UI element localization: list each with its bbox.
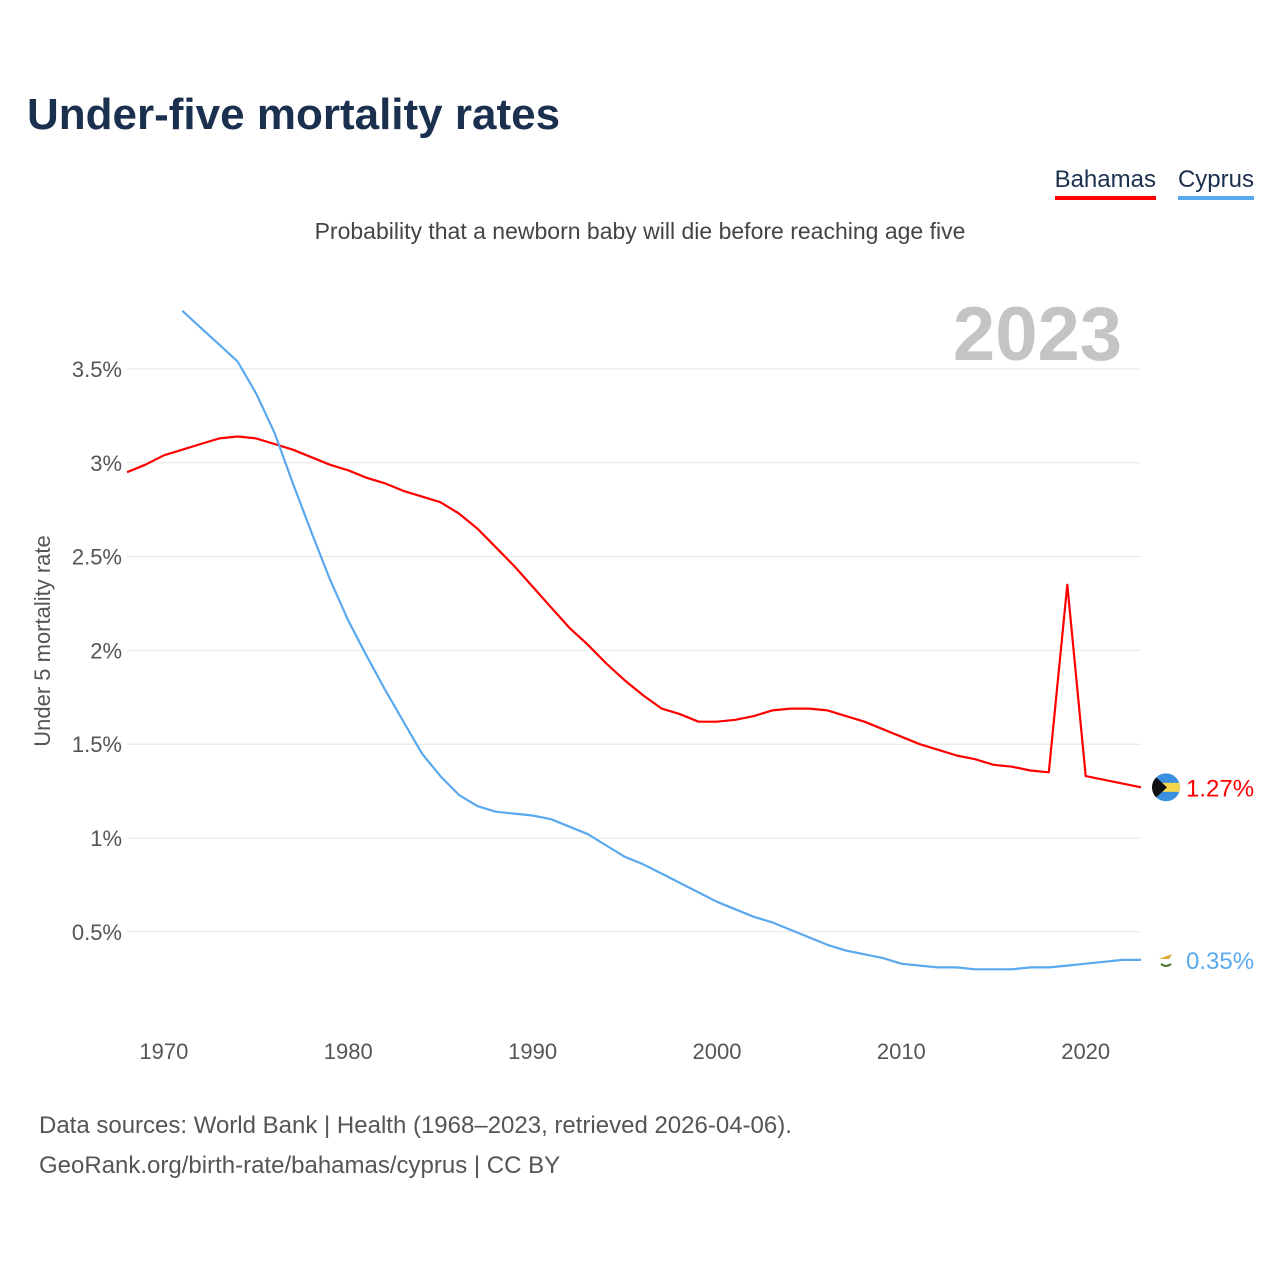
x-tick-label: 1980	[324, 1039, 373, 1064]
x-tick-label: 1990	[508, 1039, 557, 1064]
series-line-bahamas	[126, 435, 1142, 789]
y-tick-label: 3.5%	[72, 357, 122, 382]
y-tick-label: 1%	[90, 826, 122, 851]
y-tick-label: 3%	[90, 451, 122, 476]
legend: Bahamas Cyprus	[1054, 166, 1254, 200]
series-line-cyprus	[181, 309, 1141, 971]
source-link[interactable]: GeoRank.org/birth-rate/bahamas/cyprus | …	[39, 1152, 561, 1179]
end-value-label-bahamas: 1.27%	[1186, 775, 1254, 802]
cyprus-flag-icon	[1152, 945, 1180, 974]
chart-title: Under-five mortality rates	[27, 90, 561, 139]
y-tick-label: 0.5%	[72, 920, 122, 945]
bahamas-flag-icon	[1152, 773, 1180, 802]
x-tick-label: 2010	[877, 1039, 926, 1064]
data-source: Data sources: World Bank | Health (1968–…	[39, 1112, 792, 1139]
legend-item-bahamas[interactable]: Bahamas	[1054, 166, 1156, 200]
y-tick-label: 2%	[90, 638, 122, 663]
chart-subtitle: Probability that a newborn baby will die…	[314, 218, 966, 244]
x-tick-label: 2000	[692, 1039, 741, 1064]
x-tick-label: 1970	[139, 1039, 188, 1064]
y-axis-label: Under 5 mortality rate	[30, 535, 55, 747]
legend-item-cyprus[interactable]: Cyprus	[1177, 166, 1254, 200]
x-tick-label: 2020	[1061, 1039, 1110, 1064]
year-label: 2023	[953, 292, 1122, 377]
y-tick-label: 2.5%	[72, 545, 122, 570]
y-tick-label: 1.5%	[72, 732, 122, 757]
footer: Data sources: World Bank | Health (1968–…	[39, 1106, 792, 1186]
end-value-label-cyprus: 0.35%	[1186, 948, 1254, 975]
